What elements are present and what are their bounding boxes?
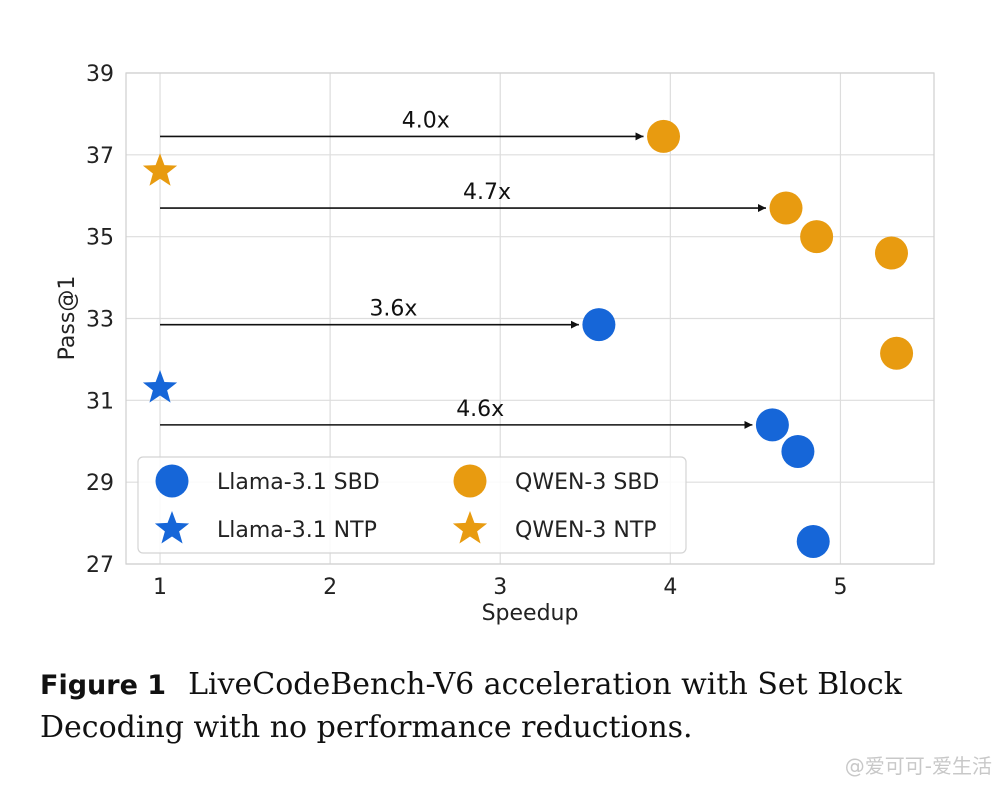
x-axis-label: Speedup [482, 601, 579, 626]
watermark: @爱可可-爱生活 [844, 754, 992, 778]
x-tick-label: 1 [153, 575, 167, 600]
data-point [647, 119, 681, 153]
legend: Llama-3.1 SBD Llama-3.1 NTP QWEN-3 SBD QWEN… [137, 456, 687, 554]
figure-caption: Figure 1 LiveCodeBench-V6 acceleration wi… [40, 664, 960, 749]
legend-label: Llama-3.1 SBD [217, 470, 380, 495]
data-points [142, 119, 914, 558]
data-point [796, 524, 830, 558]
legend-label: QWEN-3 SBD [515, 470, 659, 495]
data-point [755, 408, 789, 442]
legend-marker [154, 511, 190, 544]
data-point [142, 370, 178, 403]
y-tick-label: 37 [86, 144, 114, 169]
y-tick-label: 27 [86, 553, 114, 578]
legend-marker [453, 464, 487, 498]
x-tick-label: 4 [663, 575, 677, 600]
caption-label: Figure 1 [40, 670, 167, 701]
data-point [582, 308, 616, 342]
data-point [781, 434, 815, 468]
legend-marker [155, 464, 189, 498]
scatter-chart: 1 2 3 4 5 27 29 31 33 35 37 39 Speedup Pass@1 4.0x… [55, 62, 935, 626]
y-tick-label: 29 [86, 471, 114, 496]
y-tick-label: 39 [86, 62, 114, 87]
data-point [800, 220, 834, 254]
speedup-label: 4.7x [463, 180, 511, 205]
x-tick-label: 3 [493, 575, 507, 600]
data-point [142, 153, 178, 186]
y-tick-label: 31 [86, 389, 114, 414]
caption-text: LiveCodeBench-V6 acceleration with Set B… [40, 667, 902, 745]
legend-box [137, 456, 687, 554]
legend-label: Llama-3.1 NTP [217, 518, 377, 543]
plot-frame [125, 72, 935, 565]
speedup-label: 4.6x [456, 397, 504, 422]
grid-lines [126, 72, 934, 565]
legend-marker [452, 511, 488, 544]
x-tick-label: 2 [323, 575, 337, 600]
legend-label: QWEN-3 NTP [515, 518, 657, 543]
speedup-arrows: 4.0x 4.7x 3.6x 4.6x [160, 108, 767, 429]
x-tick-label: 5 [833, 575, 847, 600]
x-tick-labels: 1 2 3 4 5 [153, 575, 847, 600]
y-tick-labels: 27 29 31 33 35 37 39 [86, 62, 114, 578]
y-tick-label: 33 [86, 308, 114, 333]
speedup-label: 4.0x [402, 108, 450, 133]
data-point [880, 336, 914, 370]
y-axis-label: Pass@1 [55, 276, 80, 361]
data-point [874, 236, 908, 270]
speedup-label: 3.6x [369, 297, 417, 322]
y-tick-label: 35 [86, 226, 114, 251]
data-point [769, 191, 803, 225]
